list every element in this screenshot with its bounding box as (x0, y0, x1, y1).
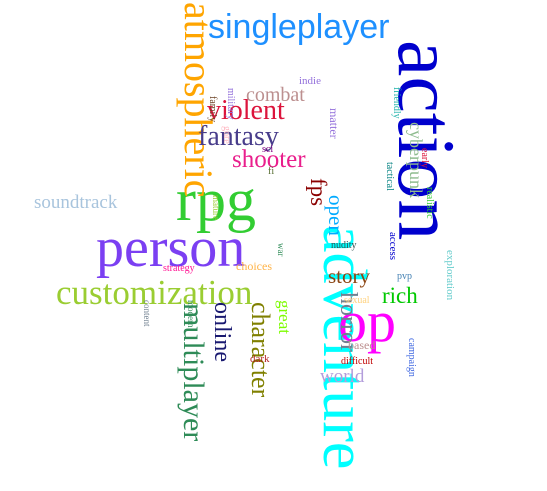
word-character: character (246, 302, 275, 398)
word-content: content (142, 300, 152, 327)
word-op: op (338, 289, 396, 354)
word-violent: violent (207, 95, 285, 126)
word-rpg: rpg (176, 167, 256, 233)
word-gore: gore (221, 126, 232, 144)
word-combat: combat (246, 84, 305, 106)
word-friendly: friendly (391, 87, 402, 119)
word-sexual: sexual (344, 295, 370, 306)
word-early: early (419, 148, 430, 168)
word-customization: customization (56, 273, 253, 312)
word-pvp: pvp (397, 271, 412, 282)
word-tactical: tactical (384, 162, 395, 191)
word-fi: fi (268, 166, 275, 177)
word-open: open (324, 195, 348, 236)
word-campaign: campaign (406, 338, 417, 377)
word-shooter: shooter (232, 146, 306, 173)
word-sci: sci (262, 144, 274, 155)
word-based: based (348, 338, 376, 352)
word-modern: modern (186, 300, 196, 328)
word-mature: mature (211, 195, 221, 220)
word-realistic: realistic (424, 187, 435, 219)
word-family: family (207, 96, 218, 123)
word-dark: dark (250, 353, 270, 365)
word-military: military (225, 88, 236, 120)
word-person: person (96, 217, 246, 279)
word-world: world (320, 366, 365, 387)
word-matter: matter (327, 108, 341, 139)
word-soundtrack: soundtrack (34, 192, 118, 213)
word-story: story (328, 264, 370, 288)
word-strategy: strategy (163, 263, 195, 274)
word-exploration: exploration (444, 250, 456, 301)
word-access: access (387, 232, 399, 261)
word-fantasy: fantasy (198, 121, 279, 152)
word-rich: rich (382, 283, 418, 308)
word-singleplayer: singleplayer (208, 8, 390, 46)
word-difficult: difficult (341, 356, 374, 367)
word-great: great (275, 300, 294, 334)
word-choices: choices (236, 259, 272, 273)
word-online: online (209, 302, 235, 362)
word-nudity: nudity (331, 240, 357, 251)
word-war: war (276, 243, 286, 257)
word-indie: indie (299, 75, 321, 87)
